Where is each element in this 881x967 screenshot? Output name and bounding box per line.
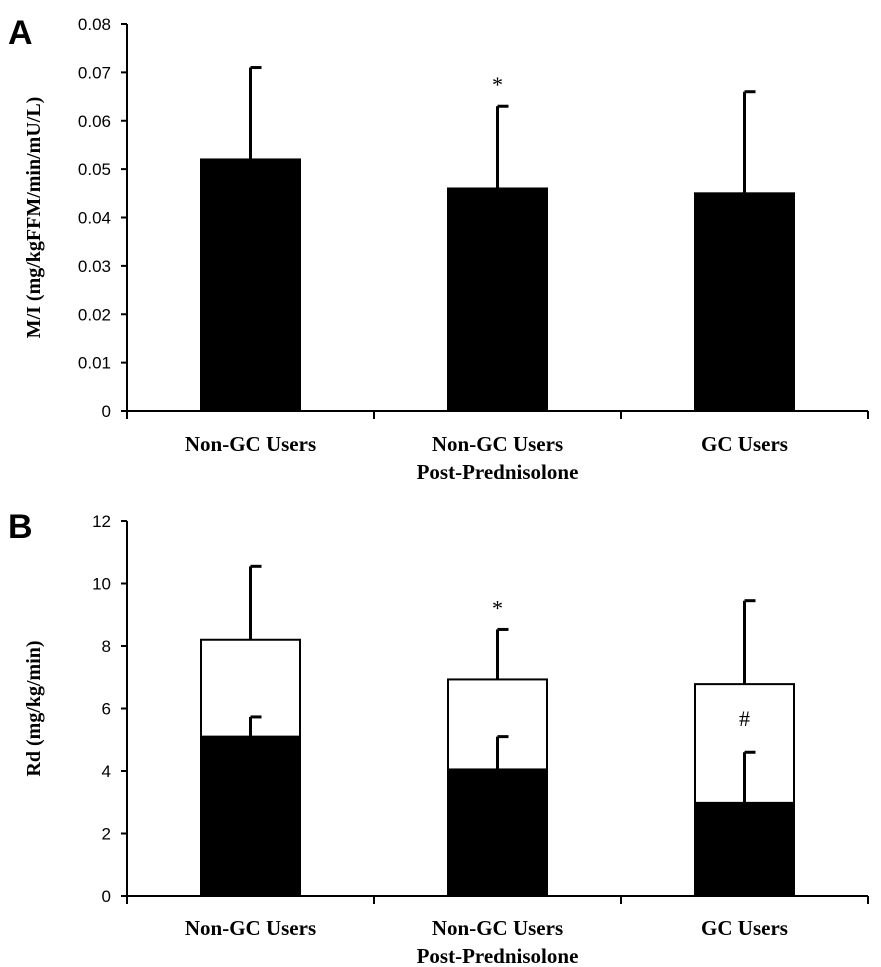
y-tick-label: 8 [102,637,111,656]
x-category-label: Non-GC Users [432,432,563,456]
panel-b: B 0 2 4 6 8 10 12 * # Non-GC Users Non-GC Users Pos… [8,508,869,967]
y-tick-label: 4 [102,762,111,781]
bar-series1-1 [200,158,301,412]
x-category-label: Non-GC Users [185,916,316,940]
bar-series2-2 [447,768,548,897]
y-axis-label: M/I (mg/kgFFM/min/mU/L) [23,97,45,339]
bar-series2-1 [200,735,301,897]
panel-a: A 0 0.01 0.02 0.03 0.04 0.05 0.06 0.07 0.08 * Non-… [8,14,869,484]
y-tick-label: 10 [92,575,111,594]
significance-marker: * [492,72,503,97]
y-tick-label: 0.05 [78,160,111,179]
x-category-label: Post-Prednisolone [417,460,579,484]
bar-series1-3 [694,192,795,412]
bar-series2-3 [694,801,795,897]
x-category-label: Non-GC Users [432,916,563,940]
y-tick-label: 0.03 [78,257,111,276]
y-axis-label: Rd (mg/kg/min) [23,640,45,776]
y-tick-label: 0.07 [78,63,111,82]
panel-b-letter: B [8,508,33,546]
y-tick-label: 0.06 [78,112,111,131]
y-tick-label: 12 [92,512,111,531]
x-category-label: Non-GC Users [185,432,316,456]
x-category-label: GC Users [701,432,788,456]
y-tick-label: 2 [102,825,111,844]
panel-a-letter: A [8,14,33,52]
y-tick-label: 0 [102,402,111,421]
y-tick-label: 6 [102,700,111,719]
bar-series1-2 [447,187,548,412]
y-tick-label: 0.08 [78,15,111,34]
y-tick-label: 0.02 [78,305,111,324]
x-category-label: Post-Prednisolone [417,944,579,967]
y-tick-label: 0.04 [78,209,111,228]
x-category-label: GC Users [701,916,788,940]
significance-marker: * [492,595,503,620]
y-tick-label: 0.01 [78,354,111,373]
y-tick-label: 0 [102,887,111,906]
significance-marker: # [739,706,750,731]
